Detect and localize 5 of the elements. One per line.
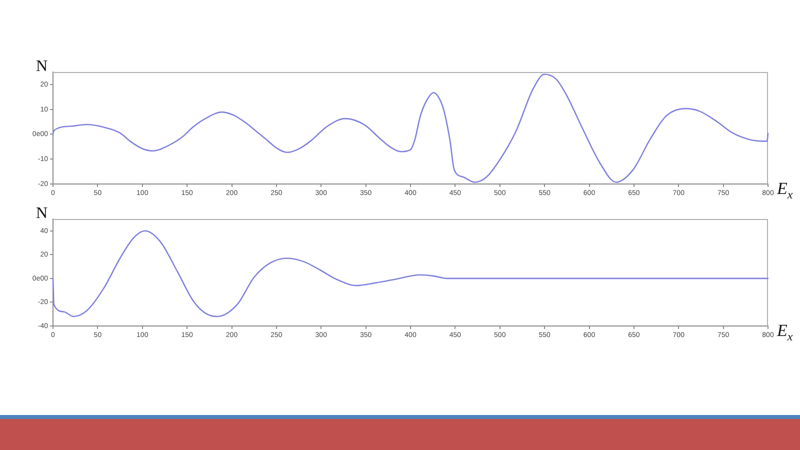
y-axis-title: N	[36, 205, 48, 222]
x-axis-title: E$_{x}$	[777, 321, 793, 346]
y-axis-title: N	[36, 58, 48, 75]
x-axis-title: E$_{x}$	[777, 179, 793, 204]
line-series	[52, 230, 769, 318]
